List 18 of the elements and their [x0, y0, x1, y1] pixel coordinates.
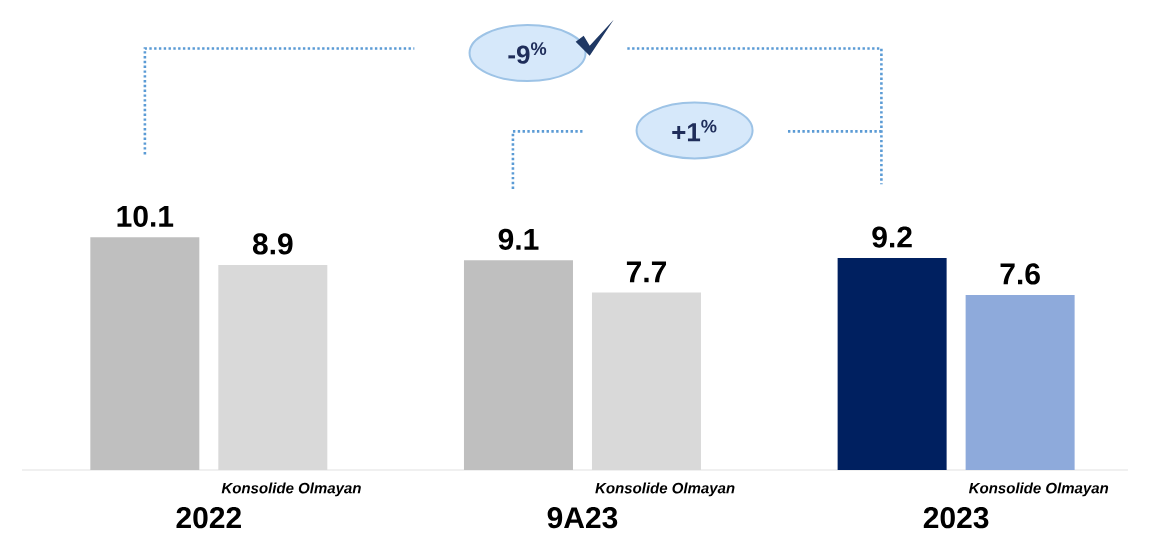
- bar: [965, 294, 1075, 470]
- x-tick-label: 2023: [923, 507, 989, 529]
- text: Konsolide Olmayan: [968, 482, 1109, 497]
- data-label: 8.9: [252, 233, 293, 255]
- bar: [90, 237, 200, 470]
- series-label: Konsolide Olmayan: [221, 482, 361, 497]
- x-tick-label: 2022: [176, 507, 241, 529]
- data-label: 9.2: [872, 226, 912, 248]
- x-tick-label: 9A23: [547, 507, 618, 529]
- bar: [463, 260, 573, 470]
- data-label: 9.1: [498, 228, 539, 250]
- data-label: 7.6: [1000, 263, 1040, 285]
- bar: [837, 258, 947, 470]
- text: -9$^{%}$: [508, 42, 547, 64]
- text: +1$^{%}$: [672, 119, 717, 142]
- data-label: 10.1: [117, 205, 174, 227]
- text: Konsolide Olmayan: [595, 482, 735, 497]
- data-label: 7.7: [626, 261, 667, 283]
